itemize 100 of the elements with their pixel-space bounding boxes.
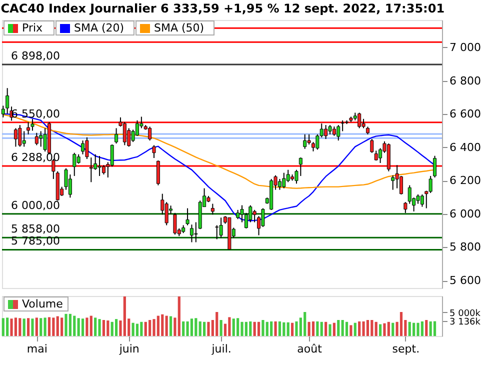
bar	[86, 318, 88, 336]
candlestick	[278, 178, 282, 190]
bar	[190, 318, 194, 336]
y-tick-label: 6 000	[450, 207, 481, 220]
bar	[40, 318, 42, 336]
bar	[228, 317, 231, 336]
bar	[140, 322, 143, 336]
candlestick	[332, 126, 336, 136]
bar	[262, 320, 264, 336]
bar	[295, 321, 298, 336]
bar	[10, 318, 13, 336]
legend-label: SMA (20)	[74, 22, 124, 34]
candlestick	[374, 150, 378, 161]
bar	[106, 320, 110, 336]
candlestick	[152, 144, 156, 158]
candlestick	[6, 88, 10, 114]
candlestick	[340, 120, 344, 132]
candlestick	[328, 124, 332, 135]
candlestick	[94, 154, 98, 170]
bar	[378, 324, 382, 336]
bar	[64, 314, 68, 336]
candlestick	[98, 156, 102, 176]
bar	[290, 322, 294, 336]
bar	[60, 318, 64, 336]
candlestick	[89, 156, 93, 183]
candlestick	[39, 130, 43, 148]
bar	[400, 312, 403, 336]
bar	[207, 322, 210, 336]
bar	[286, 322, 290, 336]
x-tick-label: sept.	[392, 342, 420, 356]
candlestick	[428, 175, 432, 194]
candlestick	[399, 175, 403, 195]
candlestick	[34, 132, 38, 146]
ref-line-label: 5 785,00	[11, 234, 60, 248]
bar	[178, 296, 180, 336]
bar	[132, 322, 134, 336]
bar	[270, 321, 273, 336]
x-tick-label: juin	[118, 342, 140, 356]
candlestick	[18, 124, 22, 148]
bar	[253, 322, 256, 336]
candlestick	[420, 194, 424, 208]
bar	[2, 318, 4, 336]
candlestick	[282, 172, 286, 189]
bar	[383, 323, 386, 336]
bar	[366, 320, 370, 336]
bar	[420, 321, 424, 336]
candlestick	[173, 212, 177, 236]
bar	[278, 321, 282, 336]
bar	[249, 321, 252, 336]
candlestick	[68, 174, 72, 198]
candlestick	[81, 140, 85, 155]
bar	[81, 318, 84, 336]
legend-label: Prix	[22, 22, 44, 34]
candlestick	[391, 174, 395, 190]
legend-label: Volume	[22, 298, 64, 310]
y-tick-label: 6 200	[450, 174, 481, 188]
candlestick	[110, 144, 114, 168]
y-tick-label: 7 000	[450, 40, 481, 54]
y-tick-label: 6 600	[450, 108, 481, 121]
legend-label: SMA (50)	[154, 22, 204, 34]
bar	[354, 322, 356, 336]
bar	[320, 322, 323, 336]
bar	[345, 322, 348, 336]
bar	[194, 318, 198, 336]
bar	[48, 317, 51, 336]
bar	[152, 319, 156, 336]
candlestick	[26, 122, 30, 135]
x-tick-label: juil.	[210, 342, 232, 356]
bar	[102, 320, 106, 336]
candlestick	[72, 152, 76, 176]
bar	[73, 316, 76, 336]
y-tick-label: 5 800	[450, 240, 481, 254]
bar	[35, 318, 38, 336]
bar	[425, 320, 428, 336]
bar	[169, 316, 172, 336]
bar	[392, 322, 394, 336]
candlestick	[219, 217, 223, 238]
candlestick	[236, 209, 240, 220]
bar	[52, 318, 55, 336]
candlestick	[114, 128, 118, 144]
bar	[370, 320, 374, 336]
ref-line-label: 6 898,00	[11, 49, 60, 62]
candlestick	[210, 203, 214, 216]
bar	[316, 321, 319, 336]
bar	[433, 321, 436, 336]
bar	[14, 318, 18, 336]
bar	[412, 322, 416, 336]
bar	[240, 322, 244, 336]
bar	[186, 321, 189, 336]
bar	[114, 319, 118, 336]
candlestick	[336, 124, 340, 142]
y-tick-label: 6 800	[450, 74, 481, 88]
candlestick	[324, 124, 328, 140]
bar	[312, 321, 315, 336]
bar	[123, 296, 126, 336]
bar	[324, 322, 328, 336]
candlestick	[286, 169, 290, 183]
candlestick	[148, 126, 152, 142]
bar	[387, 322, 390, 336]
bar	[216, 312, 218, 336]
